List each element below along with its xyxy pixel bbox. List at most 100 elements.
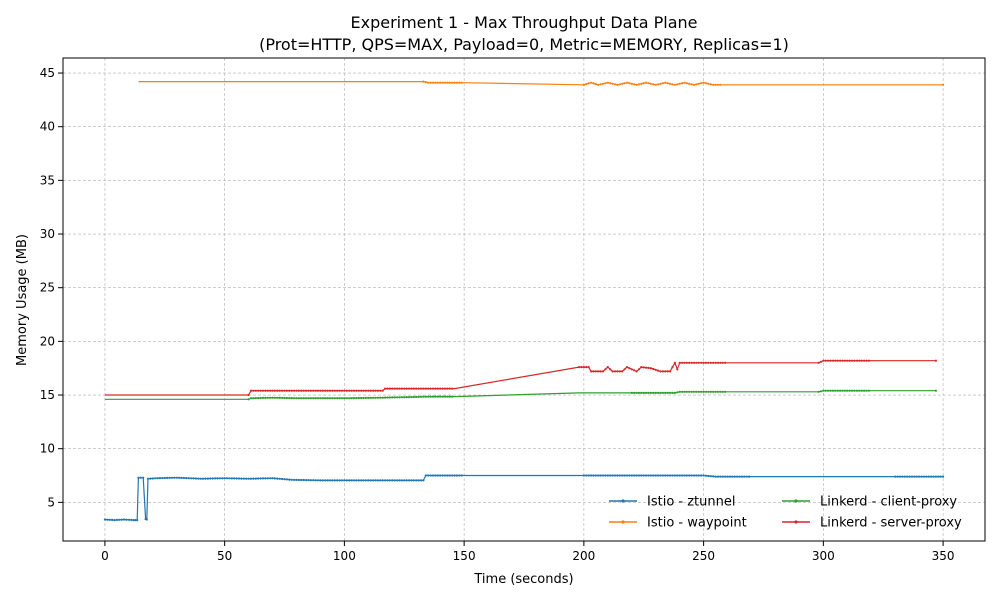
data-point <box>427 387 430 390</box>
data-point <box>146 477 150 480</box>
data-point <box>685 361 688 364</box>
y-tick-label: 45 <box>40 66 55 80</box>
data-point <box>582 83 586 86</box>
data-point <box>434 474 437 477</box>
data-point <box>582 366 586 369</box>
data-point <box>707 390 710 393</box>
data-point <box>290 397 293 400</box>
data-point <box>659 391 662 394</box>
data-point <box>221 477 224 480</box>
data-point <box>360 479 363 482</box>
data-point <box>848 359 851 362</box>
data-point <box>834 359 837 362</box>
data-point <box>678 361 681 364</box>
data-point <box>659 82 662 85</box>
data-point <box>851 359 854 362</box>
data-point <box>424 395 427 398</box>
data-point <box>376 479 379 482</box>
data-point <box>348 389 351 392</box>
data-point <box>132 519 135 522</box>
data-point <box>671 391 674 394</box>
data-point <box>681 82 684 85</box>
data-point <box>700 474 703 477</box>
data-point <box>678 82 681 85</box>
data-point <box>178 476 181 479</box>
data-point <box>669 370 672 373</box>
series-istio-waypoint <box>138 80 945 86</box>
data-point <box>906 475 909 478</box>
data-point <box>647 474 650 477</box>
data-point <box>369 396 372 399</box>
data-point <box>942 475 945 478</box>
data-point <box>127 518 130 521</box>
data-point <box>350 397 353 400</box>
data-point <box>652 474 655 477</box>
data-point <box>324 479 327 482</box>
data-point <box>666 474 669 477</box>
data-point <box>384 387 387 390</box>
data-point <box>412 395 415 399</box>
data-point <box>654 83 657 86</box>
data-point <box>661 474 665 477</box>
data-point <box>355 397 358 400</box>
data-point <box>688 361 691 364</box>
data-point <box>348 397 351 400</box>
data-point <box>621 370 624 373</box>
data-point <box>827 389 830 392</box>
data-point <box>932 475 935 478</box>
data-point <box>623 368 626 371</box>
x-tick-label: 200 <box>572 549 595 563</box>
data-point <box>106 518 109 521</box>
data-point <box>599 83 602 86</box>
data-point <box>609 474 612 477</box>
data-point <box>328 397 332 400</box>
data-point <box>611 370 614 373</box>
data-point <box>396 396 399 399</box>
data-point <box>455 81 458 84</box>
data-point <box>704 361 708 364</box>
data-point <box>846 389 849 392</box>
data-point <box>247 477 250 480</box>
data-point <box>676 368 679 371</box>
data-point <box>898 475 902 478</box>
data-point <box>659 474 662 477</box>
data-point <box>585 83 588 86</box>
data-point <box>822 359 825 362</box>
data-point <box>151 477 154 480</box>
data-point <box>609 82 612 85</box>
data-point <box>719 83 722 86</box>
data-point <box>599 474 602 477</box>
data-point <box>642 474 645 477</box>
data-point <box>158 477 162 480</box>
data-point <box>642 366 645 369</box>
data-point <box>728 475 732 478</box>
data-point <box>305 389 308 392</box>
data-point <box>451 81 454 84</box>
data-point <box>424 81 427 84</box>
data-point <box>417 479 420 482</box>
data-point <box>379 389 382 392</box>
data-point <box>168 476 171 479</box>
data-point <box>451 474 454 477</box>
x-tick-label: 100 <box>333 549 356 563</box>
x-tick-label: 250 <box>692 549 715 563</box>
data-point <box>439 395 442 398</box>
data-point <box>654 391 657 394</box>
data-point <box>867 389 871 392</box>
data-point <box>362 389 365 392</box>
data-point <box>336 397 339 400</box>
data-point <box>748 475 751 478</box>
data-point <box>314 397 317 400</box>
legend-label: Linkerd - server-proxy <box>820 516 962 531</box>
data-point <box>661 370 665 373</box>
data-point <box>431 395 435 398</box>
data-point <box>601 82 605 85</box>
data-point <box>391 396 394 399</box>
data-point <box>398 387 401 390</box>
data-point <box>134 519 137 522</box>
data-point <box>657 83 660 86</box>
data-point <box>712 361 715 364</box>
x-tick-label: 150 <box>453 549 476 563</box>
data-point <box>405 396 408 399</box>
data-point <box>422 387 425 390</box>
